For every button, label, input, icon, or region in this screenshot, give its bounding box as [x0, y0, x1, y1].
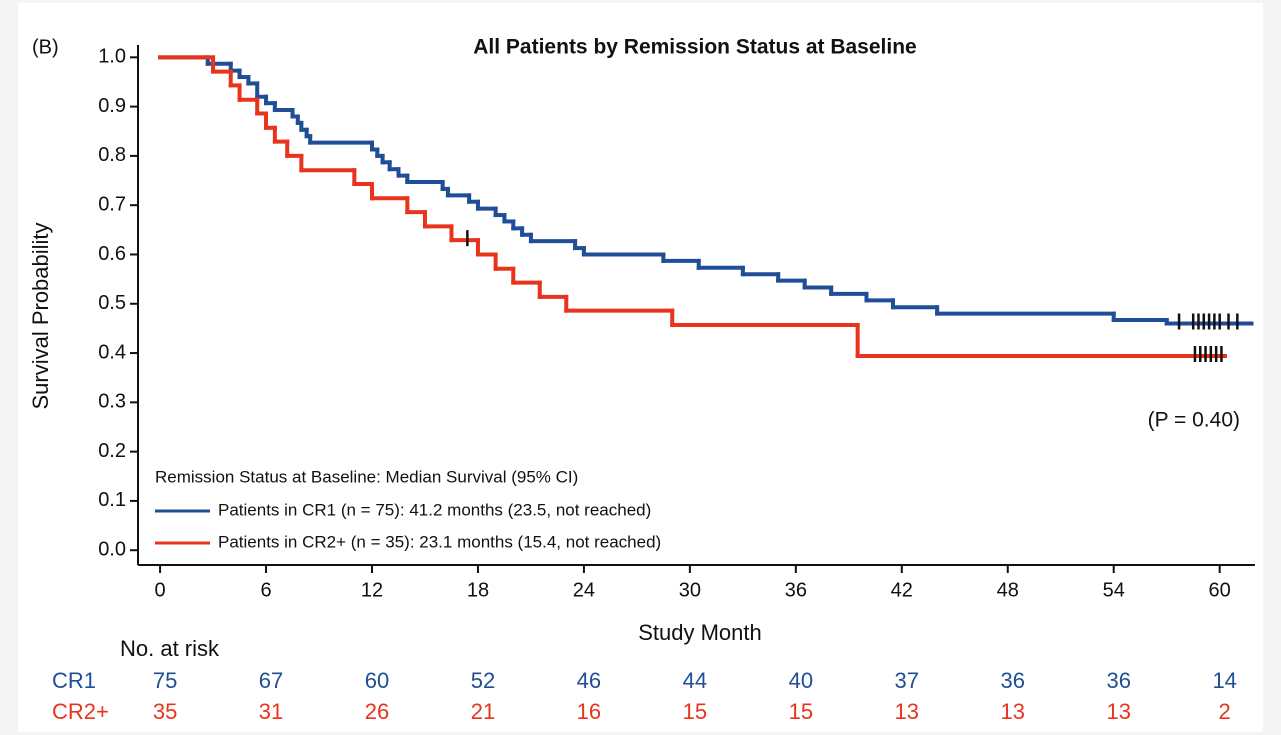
x-tick-label: 42: [891, 579, 913, 601]
x-tick-label: 54: [1103, 579, 1125, 601]
x-tick-label: 6: [260, 579, 271, 601]
x-tick-label: 18: [467, 579, 489, 601]
y-tick-label: 0.5: [98, 292, 126, 314]
risk-count: 75: [153, 668, 177, 693]
risk-count: 52: [471, 668, 495, 693]
risk-count: 26: [365, 699, 389, 724]
risk-count: 35: [153, 699, 177, 724]
risk-row-label: CR1: [52, 668, 96, 693]
y-tick-label: 0.2: [98, 440, 126, 462]
risk-count: 13: [895, 699, 919, 724]
x-tick-label: 36: [785, 579, 807, 601]
y-tick-label: 0.7: [98, 193, 126, 215]
risk-count: 14: [1212, 668, 1236, 693]
risk-count: 44: [683, 668, 707, 693]
risk-count: 16: [577, 699, 601, 724]
risk-count: 37: [895, 668, 919, 693]
x-tick-label: 48: [997, 579, 1019, 601]
y-tick-label: 0.1: [98, 489, 126, 511]
y-tick-label: 0.3: [98, 391, 126, 413]
y-tick-label: 0.0: [98, 538, 126, 560]
risk-count: 46: [577, 668, 601, 693]
p-value: (P = 0.40): [1148, 409, 1240, 432]
y-tick-label: 0.8: [98, 144, 126, 166]
risk-count: 31: [259, 699, 283, 724]
legend-title: Remission Status at Baseline: Median Sur…: [155, 467, 578, 486]
panel-label: (B): [32, 36, 59, 58]
risk-count: 15: [683, 699, 707, 724]
chart-title: All Patients by Remission Status at Base…: [473, 36, 916, 59]
x-tick-label: 30: [679, 579, 701, 601]
y-tick-label: 0.9: [98, 95, 126, 117]
x-tick-label: 0: [155, 579, 166, 601]
risk-count: 67: [259, 668, 283, 693]
risk-count: 40: [789, 668, 813, 693]
y-axis-label: Survival Probability: [28, 222, 53, 409]
y-tick-label: 0.4: [98, 341, 126, 363]
x-axis-label: Study Month: [638, 620, 762, 645]
risk-row-label: CR2+: [52, 699, 109, 724]
y-tick-label: 1.0: [98, 46, 126, 68]
panel: [18, 3, 1263, 732]
risk-count: 60: [365, 668, 389, 693]
legend-label: Patients in CR1 (n = 75): 41.2 months (2…: [218, 500, 651, 519]
risk-count: 36: [1106, 668, 1130, 693]
y-tick-label: 0.6: [98, 243, 126, 265]
risk-count: 15: [789, 699, 813, 724]
risk-count: 21: [471, 699, 495, 724]
risk-count: 13: [1106, 699, 1130, 724]
risk-count: 2: [1219, 699, 1231, 724]
risk-table-title: No. at risk: [120, 636, 220, 661]
legend-label: Patients in CR2+ (n = 35): 23.1 months (…: [218, 532, 661, 551]
risk-count: 36: [1001, 668, 1025, 693]
x-tick-label: 60: [1209, 579, 1231, 601]
risk-count: 13: [1001, 699, 1025, 724]
x-tick-label: 24: [573, 579, 595, 601]
x-tick-label: 12: [361, 579, 383, 601]
